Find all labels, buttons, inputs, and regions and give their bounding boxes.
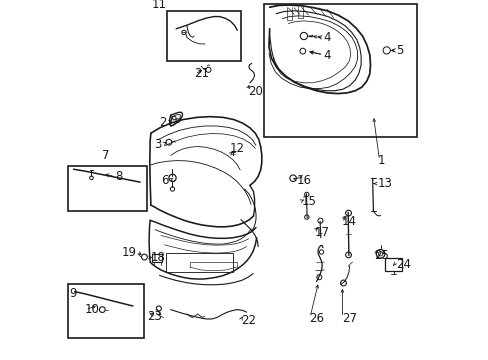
Text: 10: 10 [84, 303, 99, 316]
Text: 5: 5 [395, 44, 402, 57]
Text: 2: 2 [159, 116, 167, 129]
Text: 4: 4 [323, 31, 330, 44]
Text: 23: 23 [147, 310, 162, 323]
Bar [167, 11, 241, 61]
Text: 16: 16 [296, 174, 311, 186]
Text: 3: 3 [154, 138, 162, 150]
Bar [384, 258, 401, 271]
Text: 7: 7 [102, 149, 110, 162]
Bar [68, 284, 143, 338]
Text: 1: 1 [377, 154, 385, 167]
Text: 8: 8 [115, 170, 122, 183]
Text: 17: 17 [314, 226, 329, 239]
Text: 26: 26 [309, 312, 324, 325]
Text: 19: 19 [121, 246, 136, 258]
Text: 25: 25 [373, 249, 388, 262]
Text: 15: 15 [302, 195, 316, 208]
Text: 18: 18 [151, 251, 165, 264]
Text: 24: 24 [395, 258, 410, 271]
Text: 20: 20 [247, 85, 263, 98]
Text: 6: 6 [161, 174, 168, 186]
Text: 11: 11 [152, 0, 167, 11]
Text: 22: 22 [241, 314, 255, 327]
Text: 9: 9 [69, 287, 76, 300]
Text: 13: 13 [377, 177, 392, 190]
Bar [151, 254, 162, 262]
Text: 4: 4 [323, 49, 330, 62]
Text: 21: 21 [194, 67, 209, 80]
Text: 14: 14 [341, 215, 356, 228]
Text: 12: 12 [230, 142, 244, 155]
Text: 27: 27 [341, 312, 356, 325]
Bar [68, 166, 147, 211]
Bar [264, 4, 416, 137]
